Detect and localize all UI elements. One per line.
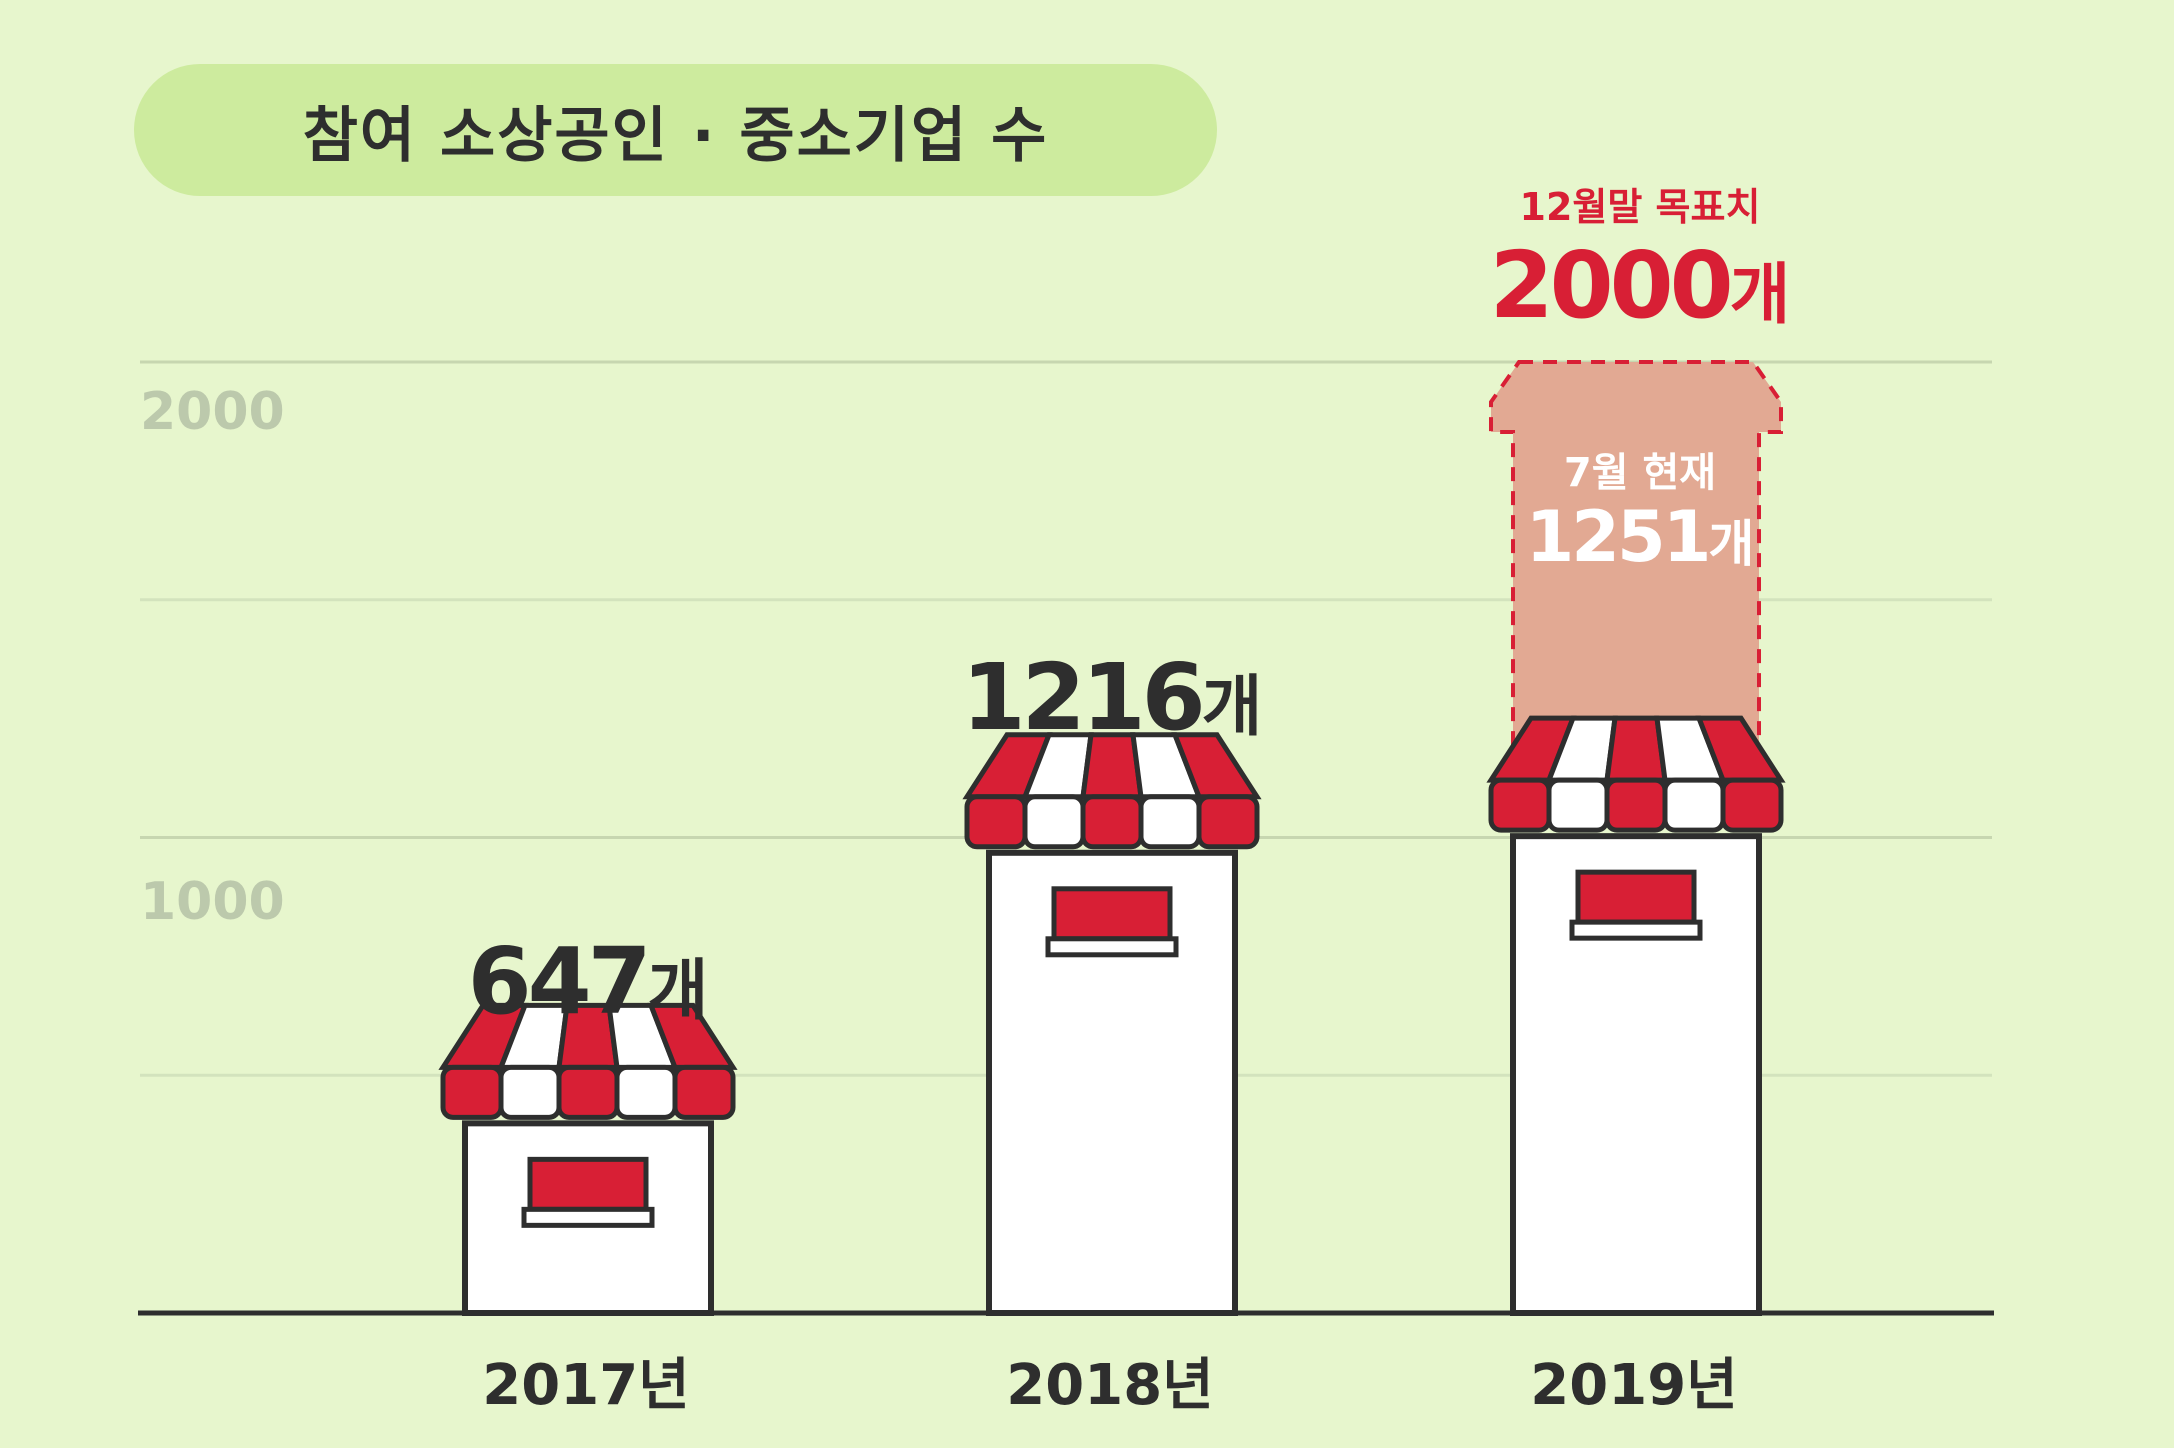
awning-scallop: [1196, 794, 1260, 850]
awning-roof-stripe: [1171, 732, 1262, 800]
awning-scallop: [1662, 777, 1726, 833]
y-tick-label-2000: 2000: [140, 382, 285, 442]
current-value-unit: 개: [1708, 515, 1755, 573]
bar-2019: [1486, 715, 1786, 1316]
awning-scallop: [498, 1064, 562, 1120]
x-label-2019: 2019년: [1530, 1353, 1738, 1418]
y-tick-label-1000: 1000: [140, 872, 285, 932]
target-caption: 12월말 목표치: [1519, 185, 1761, 229]
current-caption: 7월 현재: [1563, 450, 1717, 496]
bar-value-2017-number: 647: [467, 928, 652, 1035]
awning-scallop: [964, 794, 1028, 850]
shop-sign: [1051, 886, 1173, 942]
awning-roof-stripe: [1695, 715, 1786, 783]
shop-sign-shelf: [1045, 936, 1179, 958]
chart-title: 참여 소상공인 · 중소기업 수: [302, 100, 1049, 171]
bar-value-2018: 1216개: [902, 644, 1322, 751]
bar-value-2018-number: 1216: [961, 644, 1206, 751]
target-value-number: 2000: [1489, 232, 1734, 339]
awning-scallop: [1488, 777, 1552, 833]
awning-scallop: [1080, 794, 1144, 850]
bar-value-2018-unit: 개: [1201, 668, 1263, 745]
awning-scallop: [1546, 777, 1610, 833]
awning-scallop: [672, 1064, 736, 1120]
shop-sign: [1575, 869, 1697, 925]
current-value: 1251개: [1490, 496, 1790, 578]
bar-2018: [962, 732, 1262, 1316]
target-value-unit: 개: [1729, 256, 1791, 333]
current-value-number: 1251: [1525, 496, 1712, 578]
awning-scallop: [1022, 794, 1086, 850]
target-value: 2000개: [1440, 232, 1840, 339]
shop-sign: [527, 1156, 649, 1212]
bar-2017: [438, 1002, 738, 1316]
awning-scallop: [440, 1064, 504, 1120]
shop-sign-shelf: [1569, 919, 1703, 941]
title-pill: 참여 소상공인 · 중소기업 수: [134, 64, 1217, 196]
x-label-2017: 2017년: [482, 1353, 690, 1418]
awning-roof-stripe: [647, 1002, 738, 1070]
x-label-2018: 2018년: [1006, 1353, 1214, 1418]
awning-scallop: [1720, 777, 1784, 833]
shop-sign-shelf: [521, 1206, 655, 1228]
awning-scallop: [556, 1064, 620, 1120]
awning-scallop: [1604, 777, 1668, 833]
awning-scallop: [614, 1064, 678, 1120]
bar-value-2017-unit: 개: [647, 952, 709, 1029]
awning-scallop: [1138, 794, 1202, 850]
bar-value-2017: 647개: [378, 928, 798, 1035]
